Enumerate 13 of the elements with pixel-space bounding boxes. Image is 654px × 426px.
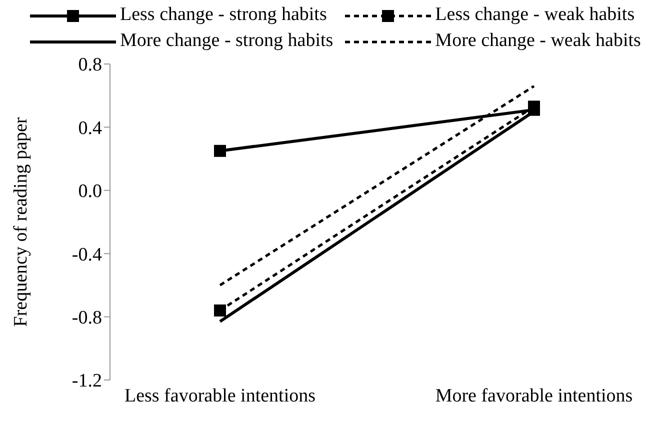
x-tick-label: More favorable intentions [435, 385, 633, 406]
legend-label: Less change - weak habits [435, 4, 635, 25]
legend-label: Less change - strong habits [120, 4, 327, 25]
y-tick-label: -0.8 [72, 308, 102, 329]
legend-label: More change - strong habits [120, 30, 334, 51]
y-tick-label: -1.2 [72, 370, 102, 392]
x-tick-label: Less favorable intentions [124, 385, 316, 406]
legend-label: More change - weak habits [435, 30, 641, 51]
y-tick-label: 0.8 [78, 54, 102, 76]
y-tick-label: 0.0 [78, 181, 102, 202]
y-axis-title: Frequency of reading paper [10, 116, 32, 327]
y-tick-label: 0.4 [78, 118, 102, 139]
y-tick-label: -0.4 [72, 244, 102, 266]
